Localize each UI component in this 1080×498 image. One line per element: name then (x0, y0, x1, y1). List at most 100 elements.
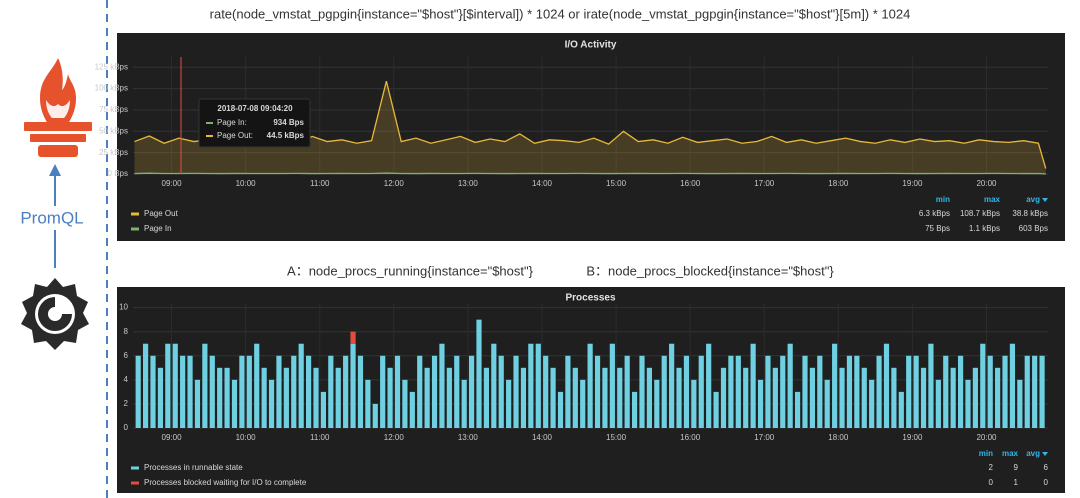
bar (483, 367, 489, 428)
bar (135, 355, 141, 428)
bar (268, 379, 275, 428)
tooltip-value: 934 Bps (273, 118, 304, 127)
bar (439, 343, 445, 428)
x-tick-label: 20:00 (976, 179, 997, 188)
bar (528, 343, 534, 428)
bar (417, 355, 423, 428)
legend-stat: 108.7 kBps (960, 209, 1000, 218)
bar (461, 379, 467, 428)
x-tick-label: 09:00 (162, 179, 183, 188)
x-tick-label: 11:00 (310, 433, 330, 442)
bar (906, 355, 912, 428)
bar (1039, 355, 1045, 428)
x-tick-label: 09:00 (162, 433, 183, 442)
bar (713, 391, 719, 428)
x-tick-label: 16:00 (680, 179, 701, 188)
bar (313, 367, 319, 428)
bar (594, 355, 601, 428)
x-tick-label: 12:00 (384, 179, 405, 188)
bar (565, 355, 571, 428)
bar (898, 391, 904, 428)
bar (409, 391, 415, 428)
bar (706, 343, 712, 428)
legend-header: min (936, 195, 950, 204)
bar (261, 367, 267, 428)
bar (187, 355, 193, 428)
bar (920, 367, 927, 428)
panel-title: I/O Activity (565, 40, 617, 51)
legend-stat: 0 (1044, 478, 1049, 487)
bar (935, 379, 941, 428)
bar (380, 355, 386, 428)
bar (602, 367, 608, 428)
caption-a: A：node_procs_running{instance="$host"} (287, 263, 534, 278)
bar (209, 355, 215, 428)
legend-swatch (131, 466, 139, 470)
bar (305, 355, 312, 428)
legend-swatch (131, 212, 139, 216)
bar (876, 355, 882, 428)
x-tick-label: 18:00 (828, 179, 849, 188)
bar (995, 367, 1001, 428)
y-tick-label: 4 (124, 375, 129, 384)
caption-b: B：node_procs_blocked{instance="$host"} (586, 263, 834, 278)
legend-stat: 75 Bps (925, 224, 950, 233)
bar (394, 355, 401, 428)
bar (431, 355, 438, 428)
bar (535, 343, 541, 428)
bar (328, 355, 334, 428)
bar (817, 355, 823, 428)
legend-stat: 2 (989, 463, 994, 472)
y-tick-label: 50 kBps (99, 126, 128, 135)
bar (402, 379, 408, 428)
bar (980, 343, 986, 428)
bar (350, 343, 356, 428)
y-tick-label: 75 kBps (99, 105, 128, 114)
bar (150, 355, 156, 428)
bar (446, 367, 452, 428)
x-tick-label: 18:00 (828, 433, 849, 442)
tooltip-label: Page Out: (217, 131, 253, 140)
bar (928, 343, 934, 428)
bar (424, 367, 430, 428)
bar (172, 343, 178, 428)
bar (669, 343, 675, 428)
bar (661, 355, 667, 428)
legend-stat: 1 (1014, 478, 1019, 487)
bar (372, 403, 378, 428)
legend-stat: 6.3 kBps (919, 209, 950, 218)
bar (387, 367, 393, 428)
bar (654, 379, 660, 428)
bar (520, 367, 527, 428)
bar (735, 355, 741, 428)
bar (891, 367, 897, 428)
bar (839, 367, 845, 428)
bar (194, 379, 201, 428)
legend-label: Processes in runnable state (144, 463, 243, 472)
bar (1017, 379, 1023, 428)
bar (957, 355, 964, 428)
bar (357, 355, 364, 428)
bar (780, 355, 786, 428)
bar (913, 355, 919, 428)
bar (1032, 355, 1038, 428)
bar (276, 355, 282, 428)
bar (557, 391, 564, 428)
bar (772, 367, 778, 428)
x-tick-label: 13:00 (458, 179, 479, 188)
bar (832, 343, 838, 428)
bar (298, 343, 304, 428)
prometheus-logo (24, 58, 92, 157)
bar (794, 391, 801, 428)
bar (468, 355, 475, 428)
x-tick-label: 17:00 (754, 179, 775, 188)
bar (491, 343, 497, 428)
bar (246, 355, 252, 428)
bar (587, 343, 593, 428)
x-tick-label: 11:00 (310, 179, 330, 188)
legend-swatch (131, 227, 139, 231)
tooltip (198, 98, 311, 148)
legend-header: max (984, 195, 1001, 204)
bar (624, 355, 630, 428)
bar (157, 367, 164, 428)
